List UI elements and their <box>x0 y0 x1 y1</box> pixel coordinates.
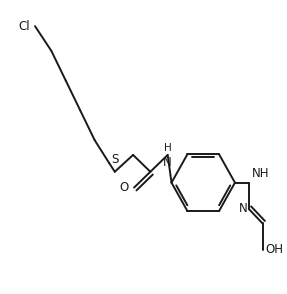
Text: S: S <box>111 153 119 166</box>
Text: NH: NH <box>251 167 269 180</box>
Text: Cl: Cl <box>18 20 30 33</box>
Text: H: H <box>164 143 172 153</box>
Text: OH: OH <box>265 243 283 256</box>
Text: N: N <box>238 202 247 216</box>
Text: N: N <box>163 156 172 169</box>
Text: O: O <box>119 181 129 194</box>
